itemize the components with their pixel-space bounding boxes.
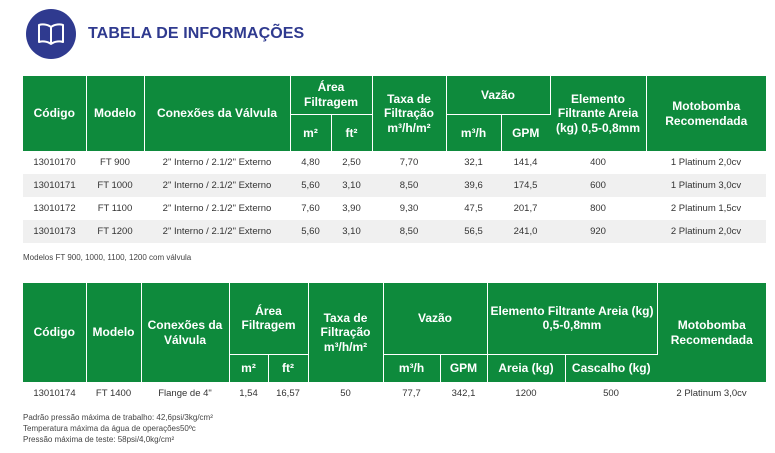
info-table-1: Código Modelo Conexões da Válvula Área F… [23, 76, 766, 243]
table-cell: 1,54 [239, 387, 258, 399]
table-cell: FT 1200 [86, 220, 144, 243]
col-header-modelo: Modelo [86, 283, 142, 382]
table-cell: 600 [550, 174, 646, 197]
col-header-elemento: Elemento Filtrante Areia (kg) 0,5-0,8mm [550, 76, 647, 151]
table-cell: 56,5 [446, 220, 501, 243]
table-cell: FT 1100 [97, 203, 133, 214]
table-cell: 2" Interno / 2.1/2" Externo [144, 174, 290, 197]
table-cell: 3,10 [331, 220, 372, 243]
col-header-taxa: Taxa de Filtração m³/h/m² [372, 76, 447, 151]
col-header-motobomba: Motobomba Recomendada [657, 283, 767, 382]
col-header-codigo: Código [23, 76, 87, 151]
table-row: 13010172 FT 1100 2" Interno / 2.1/2" Ext… [23, 197, 766, 220]
table-cell: 241,0 [501, 220, 550, 243]
table-cell: 13010173 [23, 220, 86, 243]
col-header-area: Área Filtragem [290, 76, 373, 114]
table-cell: 3,90 [342, 203, 361, 214]
col-header-vazao: Vazão [383, 283, 488, 354]
col-header-elemento: Elemento Filtrante Areia (kg) 0,5-0,8mm [487, 283, 658, 354]
table-cell: 920 [550, 220, 646, 243]
col-header-ft2: ft² [331, 113, 373, 151]
table-cell: 2 Platinum 1,5cv [670, 203, 742, 214]
page-title: TABELA DE INFORMAÇÕES [88, 25, 305, 42]
col-header-ft2: ft² [268, 353, 309, 382]
open-book-icon [26, 9, 76, 59]
page-header: TABELA DE INFORMAÇÕES [26, 8, 304, 60]
table1-note: Modelos FT 900, 1000, 1100, 1200 com vál… [23, 253, 192, 262]
table-cell: 50 [340, 387, 351, 399]
table-cell: 2,50 [342, 157, 361, 168]
col-header-taxa: Taxa de Filtração m³/h/m² [308, 283, 384, 382]
col-header-conexoes: Conexões da Válvula [144, 76, 291, 151]
table-cell: Flange de 4" [158, 387, 212, 399]
table-cell: 9,30 [399, 203, 419, 214]
table-cell: 8,50 [372, 220, 446, 243]
table-row: 13010173 FT 1200 2" Interno / 2.1/2" Ext… [23, 220, 766, 243]
table-cell: 201,7 [513, 203, 538, 214]
table-cell: 2 Platinum 2,0cv [646, 220, 766, 243]
table-cell: 77,7 [402, 387, 421, 399]
table-row: 13010174 FT 1400 Flange de 4" 1,54 16,57… [23, 382, 766, 404]
footnote-test-pressure: Pressão máxima de teste: 58psi/4,0kg/cm² [23, 435, 175, 444]
table-cell: 1200 [515, 387, 537, 399]
table-cell: 47,5 [464, 203, 483, 214]
table-cell: 1 Platinum 2,0cv [670, 157, 742, 168]
table-cell: 800 [590, 203, 606, 214]
footnote-pressure: Padrão pressão máxima de trabalho: 42,6p… [23, 413, 213, 422]
table-cell: 174,5 [501, 174, 550, 197]
table-cell: FT 900 [100, 157, 130, 168]
col-header-gpm: GPM [501, 113, 550, 151]
info-table-2: Código Modelo Conexões da Válvula Área F… [23, 283, 767, 404]
table-cell: 13010170 [33, 157, 76, 168]
table-cell: 16,57 [276, 387, 300, 399]
col-header-area: Área Filtragem [229, 283, 309, 354]
table-row: 13010170 FT 900 2" Interno / 2.1/2" Exte… [23, 151, 766, 174]
table-cell: 3,10 [331, 174, 372, 197]
table-cell: 7,70 [399, 157, 419, 168]
col-header-modelo: Modelo [86, 76, 145, 151]
table-cell: 4,80 [301, 157, 320, 168]
col-header-m2: m² [229, 353, 269, 382]
table-row: 13010171 FT 1000 2" Interno / 2.1/2" Ext… [23, 174, 766, 197]
table-cell: 5,60 [290, 220, 331, 243]
table-cell: 1 Platinum 3,0cv [646, 174, 766, 197]
table-cell: 8,50 [372, 174, 446, 197]
table-cell: 2" Interno / 2.1/2" Externo [162, 157, 272, 168]
col-header-vazao: Vazão [446, 76, 551, 114]
table-cell: 342,1 [451, 387, 476, 399]
col-header-m2: m² [290, 113, 332, 151]
table-cell: 13010172 [33, 203, 76, 214]
col-header-m3h: m³/h [383, 353, 441, 382]
col-header-cascalho: Cascalho (kg) [565, 353, 658, 382]
table-cell: 32,1 [464, 157, 483, 168]
table-cell: 2" Interno / 2.1/2" Externo [162, 203, 272, 214]
footnote-temperature: Temperatura máxima da água de operações5… [23, 424, 196, 433]
table-cell: 13010174 [33, 387, 76, 399]
table-cell: FT 1400 [95, 387, 132, 399]
table-cell: 39,6 [446, 174, 501, 197]
table-cell: 2 Platinum 3,0cv [676, 387, 747, 399]
table-cell: 141,4 [513, 157, 538, 168]
table-cell: 13010171 [23, 174, 86, 197]
table-cell: 7,60 [301, 203, 320, 214]
col-header-conexoes: Conexões da Válvula [141, 283, 230, 382]
col-header-gpm: GPM [440, 353, 488, 382]
table-cell: 2" Interno / 2.1/2" Externo [144, 220, 290, 243]
table-cell: 400 [590, 157, 606, 168]
table-cell: 5,60 [290, 174, 331, 197]
table-cell: 500 [603, 387, 619, 399]
col-header-areia: Areia (kg) [487, 353, 566, 382]
table-cell: FT 1000 [86, 174, 144, 197]
col-header-motobomba: Motobomba Recomendada [646, 76, 766, 151]
col-header-codigo: Código [23, 283, 87, 382]
col-header-m3h: m³/h [446, 113, 502, 151]
